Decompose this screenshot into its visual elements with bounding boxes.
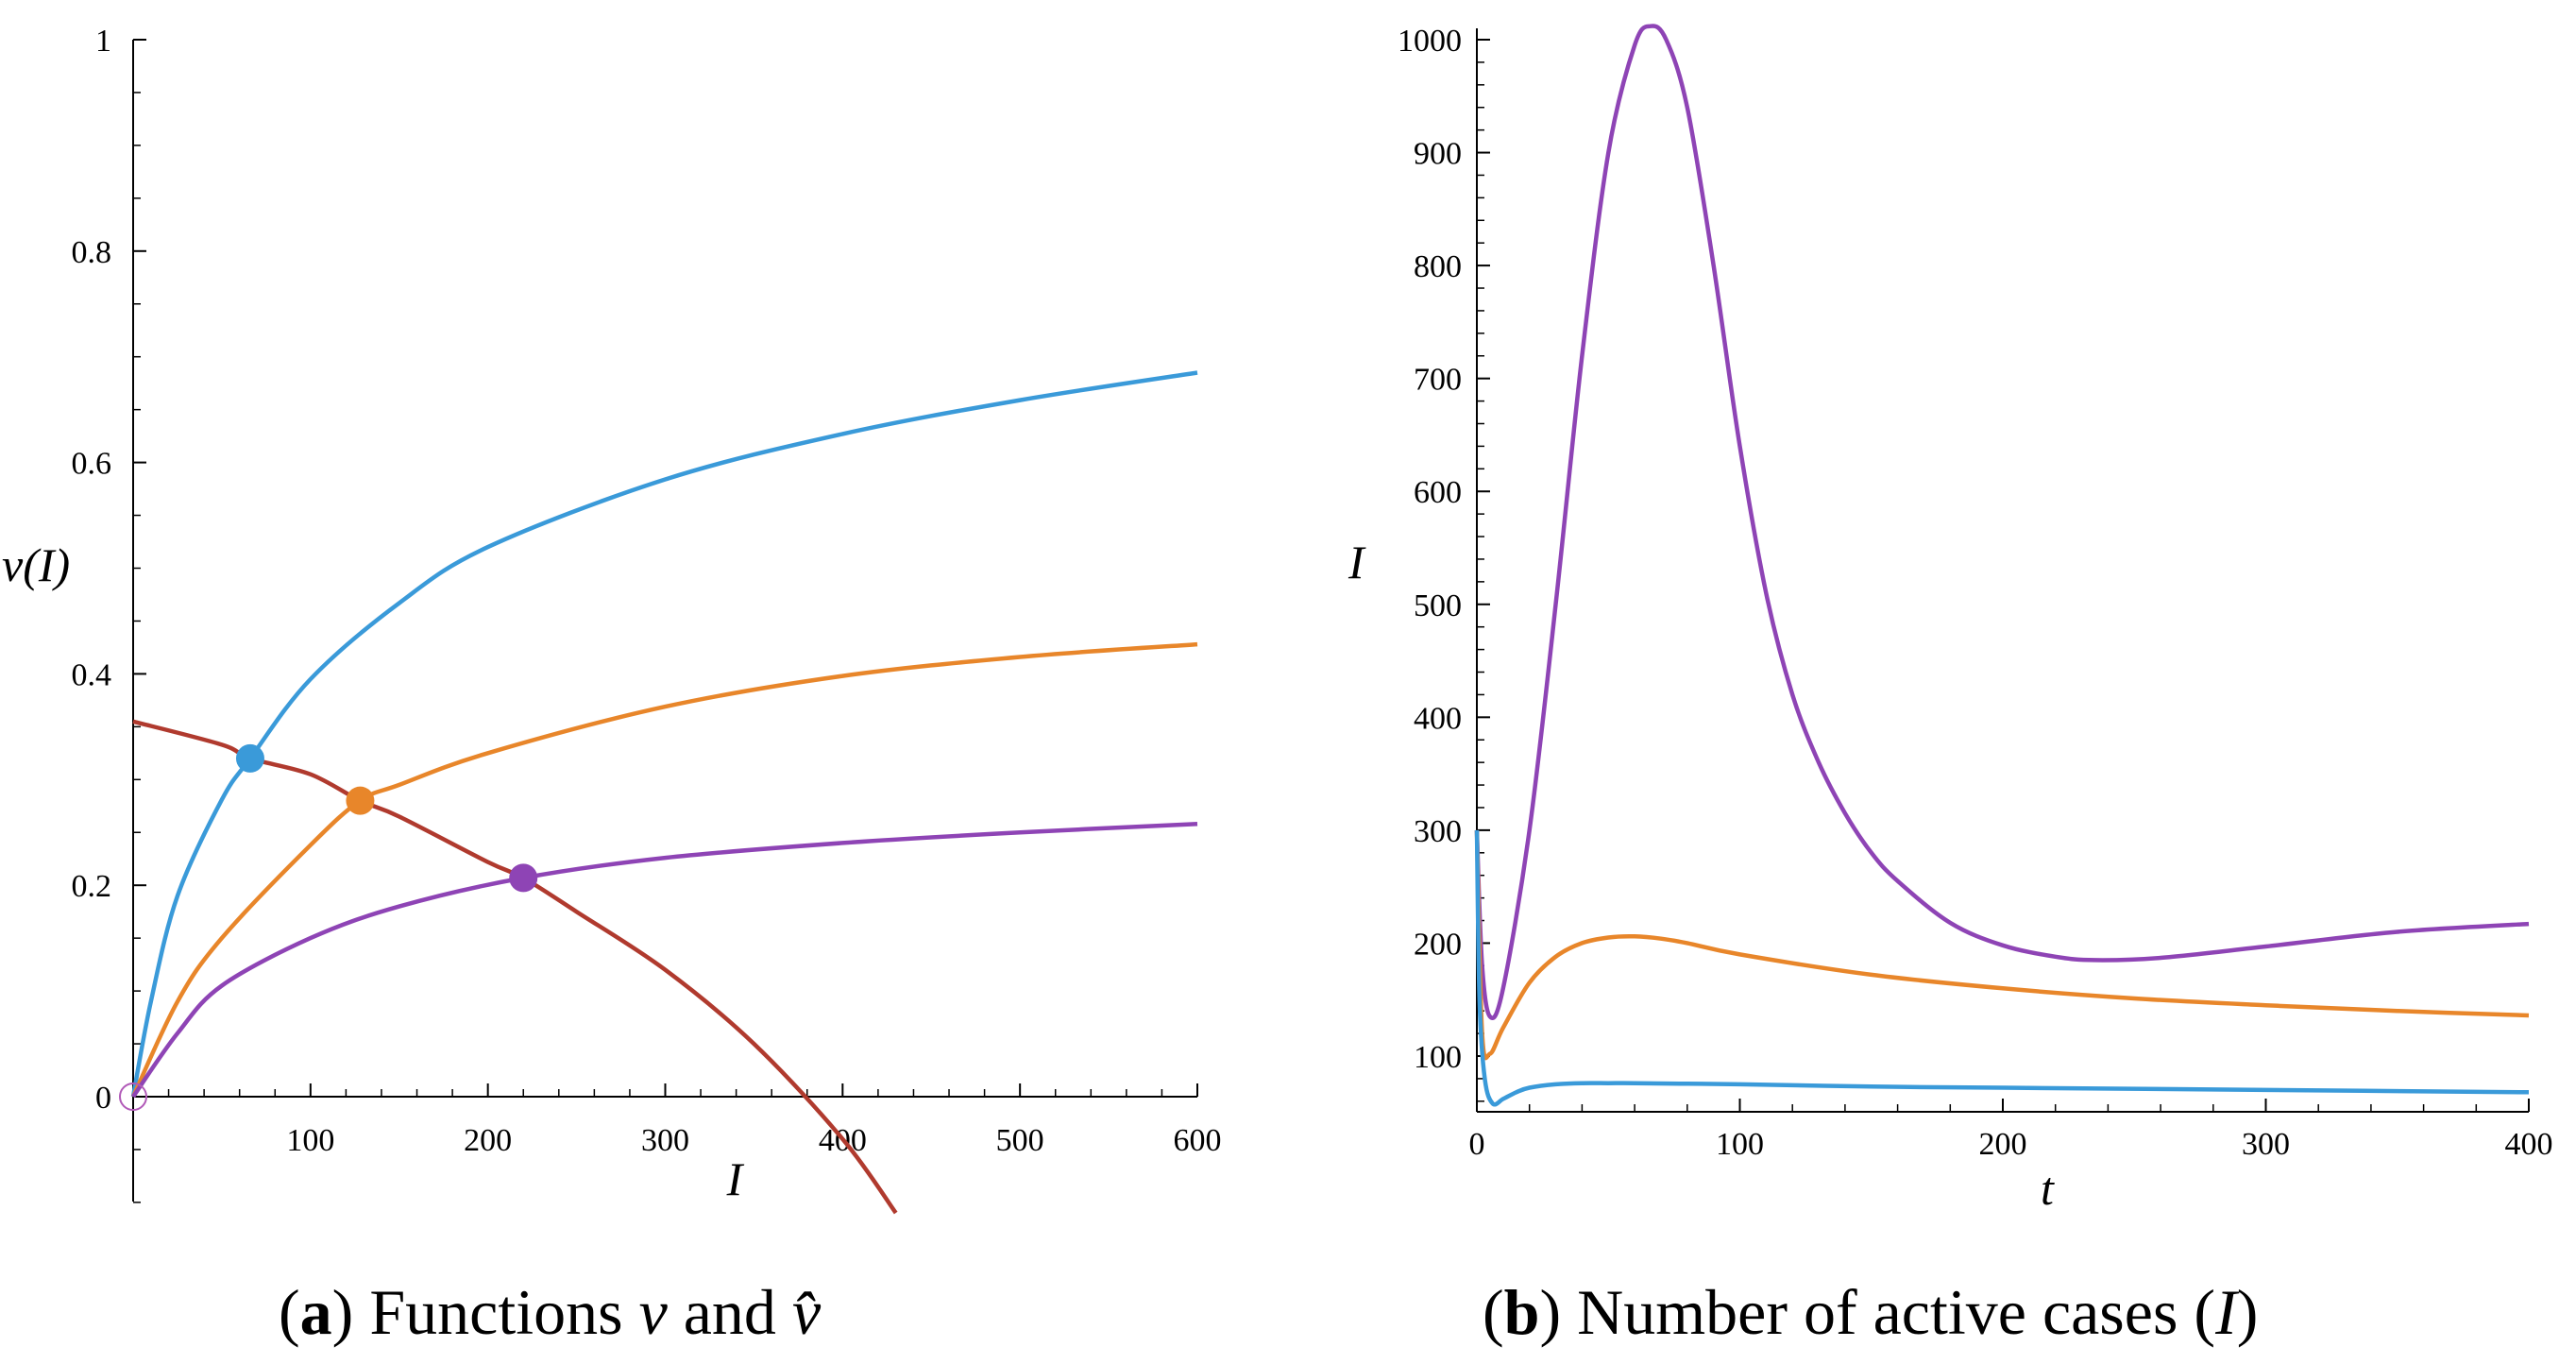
panel-b-chart: 100 200 300 400 500 600 700 800 900 1000 0 100 200 30… [1347, 24, 2553, 1215]
series-line [130, 370, 1198, 1098]
series-line [130, 641, 1198, 1098]
series-line [1474, 24, 2530, 1021]
y-tick-label: 400 [1414, 701, 1462, 736]
x-axis-title: t [2041, 1162, 2055, 1215]
x-tick-label: 500 [996, 1123, 1044, 1158]
x-tick-label: 0 [1469, 1127, 1485, 1162]
x-tick-label: 200 [464, 1123, 512, 1158]
equilibrium-point [346, 786, 375, 815]
series-line [1474, 829, 2530, 1107]
y-tick-label: 900 [1414, 137, 1462, 172]
curves [1474, 24, 2530, 1107]
y-tick-label: 600 [1414, 475, 1462, 510]
equilibrium-point [509, 863, 538, 893]
y-tick-label: 0 [95, 1081, 111, 1116]
x-axis-title: I [726, 1152, 745, 1205]
y-tick-label: 1 [95, 24, 111, 59]
y-tick-label: 500 [1414, 588, 1462, 623]
x-tick-label: 300 [2242, 1127, 2290, 1162]
series-line [1474, 829, 2530, 1061]
x-tick-label: 100 [286, 1123, 334, 1158]
y-tick-label: 0.6 [72, 447, 112, 482]
y-tick-label: 0.4 [72, 657, 112, 692]
y-tick-label: 0.2 [72, 869, 112, 904]
y-axis-title: I [1347, 536, 1366, 588]
equilibrium-point [235, 743, 264, 773]
caption-a: (a) Functions v and v̂ [279, 1276, 822, 1348]
y-tick-label: 300 [1414, 814, 1462, 849]
y-tick-label: 0.8 [72, 235, 112, 270]
caption-b: (b) Number of active cases (I) [1483, 1276, 2259, 1348]
x-tick-label: 200 [1979, 1127, 2027, 1162]
y-tick-label: 200 [1414, 927, 1462, 962]
x-tick-label: 300 [641, 1123, 689, 1158]
x-tick-label: 100 [1716, 1127, 1764, 1162]
x-tick-label: 600 [1174, 1123, 1222, 1158]
origin-marker [119, 1083, 147, 1111]
y-tick-label: 800 [1414, 249, 1462, 284]
x-tick-label: 400 [2505, 1127, 2553, 1162]
y-tick-label: 1000 [1398, 24, 1462, 59]
y-tick-label: 100 [1414, 1040, 1462, 1075]
y-tick-label: 700 [1414, 363, 1462, 398]
y-axis-title: v(I) [2, 538, 70, 591]
